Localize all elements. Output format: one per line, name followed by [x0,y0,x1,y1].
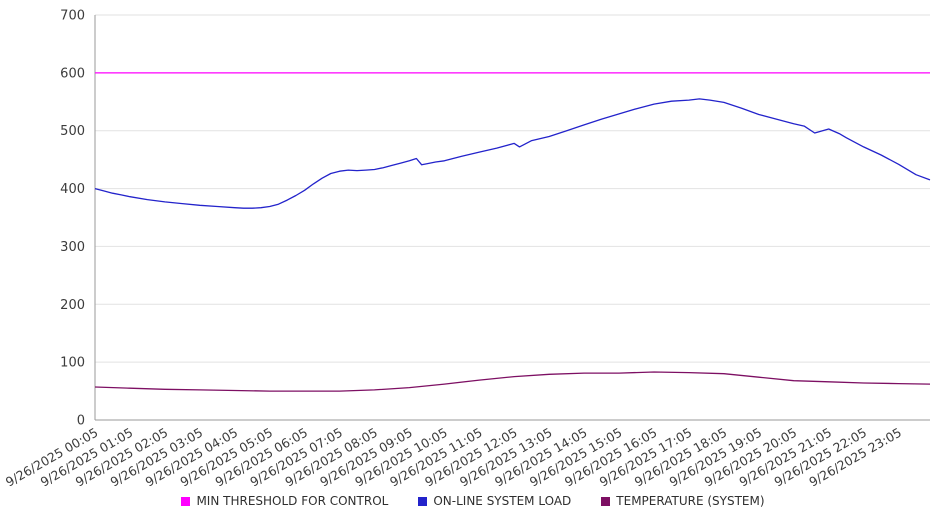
y-tick-label: 600 [60,66,85,81]
chart-legend: MIN THRESHOLD FOR CONTROL ON-LINE SYSTEM … [0,494,946,508]
legend-label: ON-LINE SYSTEM LOAD [433,494,572,508]
legend-item-online-system-load: ON-LINE SYSTEM LOAD [418,494,571,508]
y-tick-label: 400 [60,182,85,197]
legend-swatch-icon [601,496,611,506]
y-tick-label: 700 [60,9,85,24]
series-line-temperature-system [94,371,931,392]
y-tick-label: 300 [60,240,85,255]
legend-swatch-icon [181,496,191,506]
y-tick-label: 500 [60,124,85,139]
series-line-online-system-load [94,98,931,209]
legend-item-min-threshold: MIN THRESHOLD FOR CONTROL [181,494,388,508]
time-series-chart: 0 100 200 300 400 500 600 700 9/26/2025 00:05 9/2… [0,9,946,508]
y-tick-label: 100 [60,356,85,371]
legend-item-temperature-system: TEMPERATURE (SYSTEM) [601,494,765,508]
legend-label: MIN THRESHOLD FOR CONTROL [196,494,389,508]
legend-label: TEMPERATURE (SYSTEM) [616,494,765,508]
legend-swatch-icon [418,496,428,506]
y-tick-label: 200 [60,298,85,313]
y-tick-label: 0 [77,414,85,429]
